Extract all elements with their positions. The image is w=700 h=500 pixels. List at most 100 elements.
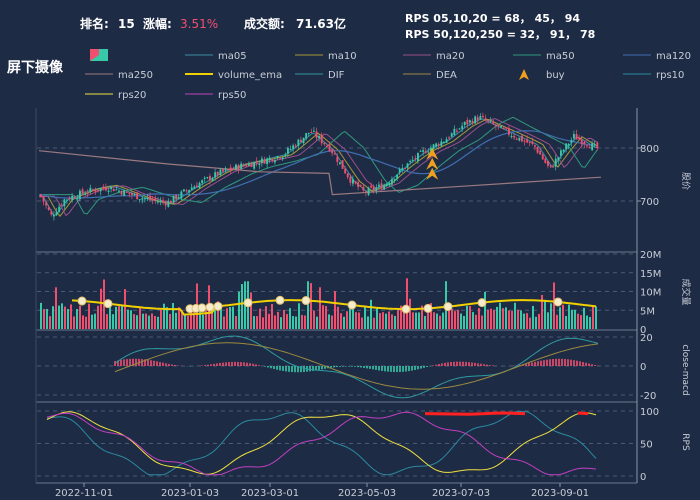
volume-bar <box>397 310 399 329</box>
volume-bar <box>85 316 87 329</box>
volume-bar <box>490 308 492 329</box>
volume-bar <box>382 312 384 329</box>
price-panel <box>37 112 633 221</box>
volume-bar <box>517 309 519 329</box>
volume-bar <box>202 314 204 329</box>
volume-bar <box>67 309 69 329</box>
candle-body <box>469 120 471 123</box>
candle-body <box>502 127 505 129</box>
volume-bar <box>403 311 405 329</box>
candle-body <box>50 211 53 215</box>
rps-line-1: RPS 05,10,20 = 68， 45， 94 <box>405 12 580 25</box>
candle-body <box>206 177 209 179</box>
candle-body <box>118 190 120 192</box>
volume-bar <box>199 310 201 329</box>
candle-body <box>141 198 144 200</box>
volume-bar <box>253 316 255 329</box>
candle-body <box>276 156 279 159</box>
legend-label-ma120: ma120 <box>656 51 691 62</box>
dif-line <box>114 335 599 399</box>
volume-bar <box>160 309 162 329</box>
candle-body <box>76 198 79 200</box>
candle-body <box>580 139 583 145</box>
volume-bar <box>187 315 189 329</box>
volume-bar <box>352 307 354 329</box>
volume-bar <box>319 287 321 329</box>
volume-bar <box>325 306 327 329</box>
volume-bar <box>376 307 378 329</box>
candle-body <box>302 137 305 144</box>
panel-ylabel: 成交量 <box>680 278 692 305</box>
candle-body <box>258 163 261 165</box>
volume-bar <box>343 316 345 329</box>
candle-body <box>365 191 367 193</box>
candle-body <box>440 141 443 146</box>
candle-body <box>310 131 313 133</box>
candle-body <box>328 144 331 152</box>
candle-body <box>448 137 451 139</box>
volume-bar <box>88 303 90 329</box>
candle-body <box>578 137 581 140</box>
candle-body <box>240 163 243 170</box>
candle-body <box>443 141 445 144</box>
volume-bar <box>175 312 177 329</box>
candle-body <box>352 179 354 184</box>
candle-body <box>487 120 490 122</box>
axes: 70080005M10M15M20M-20020050100股价成交量close… <box>55 144 692 499</box>
rps-line-2: RPS 50,120,250 = 32， 91， 78 <box>405 28 595 41</box>
volume-bar <box>298 303 300 329</box>
candle-body <box>203 177 206 179</box>
candle-body <box>474 116 477 124</box>
candle-body <box>450 133 453 137</box>
macd-panel <box>37 335 633 399</box>
volume-bar <box>469 306 471 329</box>
buy-marker <box>426 147 439 160</box>
candle-body <box>531 141 534 144</box>
volume-signal-dot <box>103 299 113 309</box>
volume-signal-dot <box>275 295 285 305</box>
volume-bar <box>481 315 483 329</box>
volume-bar <box>271 304 273 329</box>
dea-line <box>114 342 599 390</box>
volume-bar <box>58 305 60 329</box>
candle-body <box>185 190 188 192</box>
rps-high-band <box>424 411 526 416</box>
candle-body <box>591 143 594 151</box>
candle-body <box>193 186 196 189</box>
candle-body <box>409 160 412 162</box>
candle-body <box>190 187 193 190</box>
candle-body <box>138 199 141 201</box>
volume-bar <box>421 305 423 329</box>
candle-body <box>177 196 180 198</box>
volume-bar <box>76 309 78 329</box>
candle-body <box>344 168 347 174</box>
candle-body <box>404 168 406 170</box>
candle-body <box>162 200 165 202</box>
volume-signal-dot <box>197 303 207 313</box>
candle-body <box>333 153 336 155</box>
candle-body <box>287 148 289 154</box>
volume-bar <box>457 309 459 329</box>
volume-bar <box>565 315 567 329</box>
candle-body <box>209 176 211 181</box>
candle-body <box>484 118 487 121</box>
volume-bar <box>52 306 54 329</box>
candle-body <box>102 186 105 189</box>
candle-body <box>318 136 321 139</box>
candle-body <box>544 158 547 163</box>
volume-bar <box>136 315 138 329</box>
volume-bar <box>130 310 132 329</box>
volume-bar <box>283 309 285 329</box>
volume-bar <box>595 306 597 329</box>
candle-body <box>40 194 42 197</box>
volume-bar <box>229 307 231 329</box>
volume-bar <box>79 305 81 329</box>
candle-body <box>414 158 417 160</box>
candle-body <box>105 187 107 191</box>
legend: ma05 ma10 ma20 ma50 ma120 ma250 volume_ema DIF D… <box>85 49 691 101</box>
candle-body <box>528 141 531 143</box>
candle-body <box>445 139 448 143</box>
candle-body <box>222 169 224 172</box>
candle-body <box>253 162 256 169</box>
volume-bar <box>232 306 234 329</box>
